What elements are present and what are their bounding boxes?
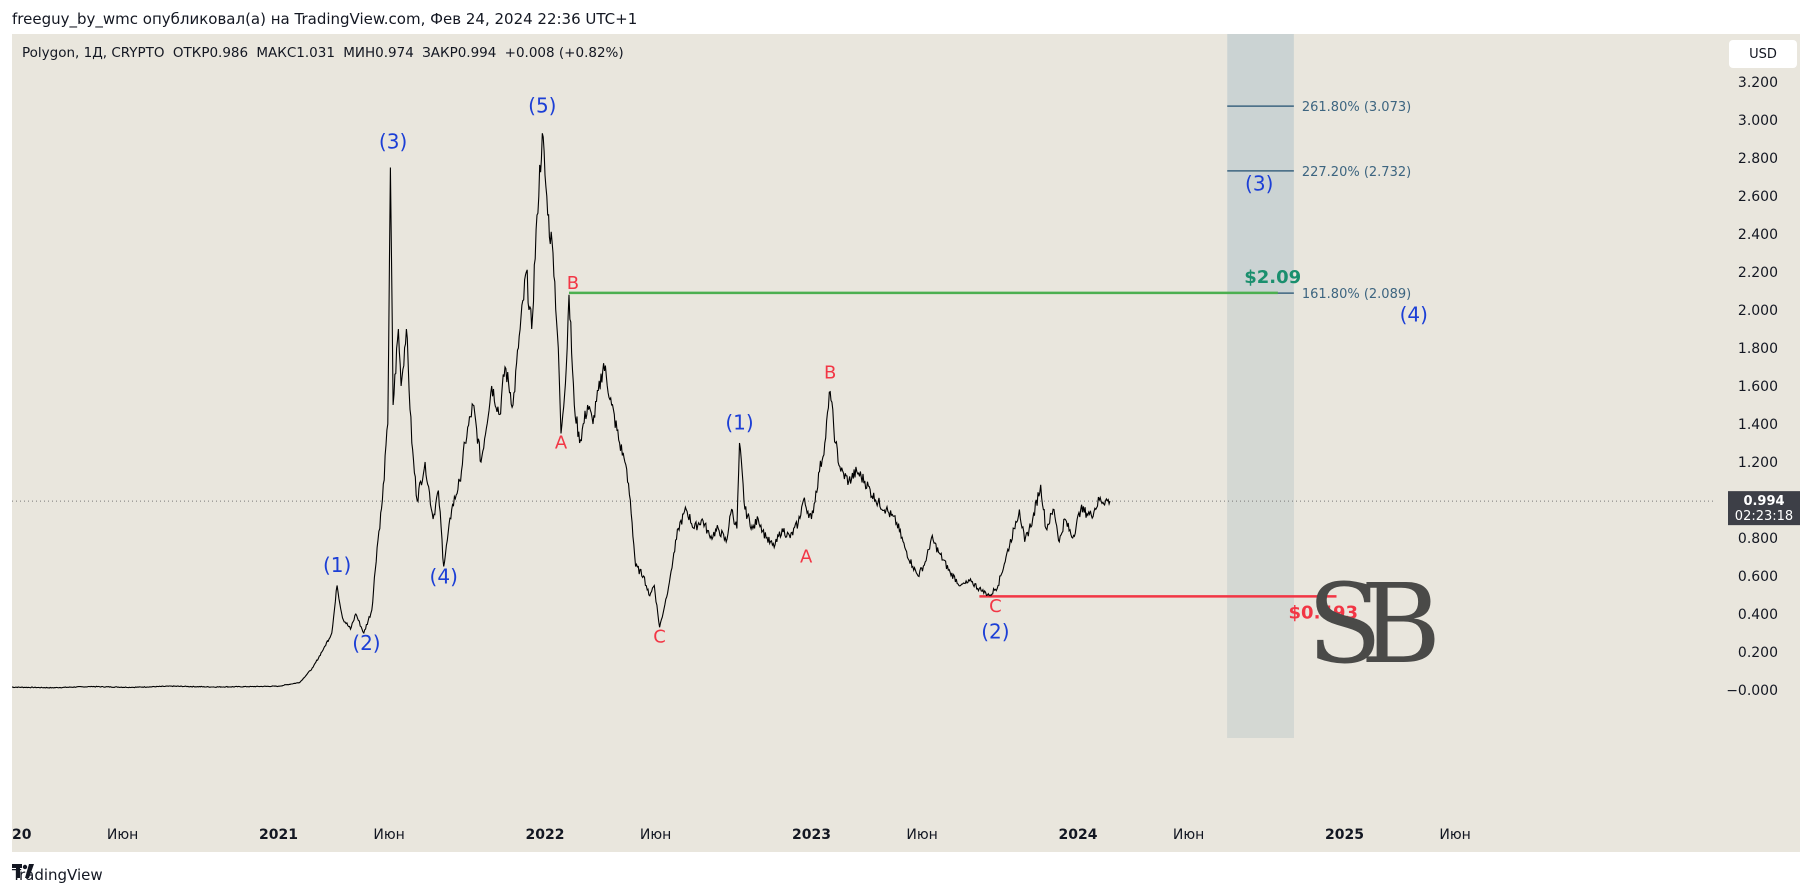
- fib-level-label: 227.20% (2.732): [1302, 165, 1411, 180]
- tradingview-logo-icon: [12, 864, 34, 878]
- footer: TradingView: [12, 864, 103, 886]
- wave-label: (1): [725, 411, 753, 435]
- level-label-red: $0.493: [1289, 602, 1358, 623]
- currency-button[interactable]: USD: [1729, 40, 1797, 68]
- legend-change: +0.008 (+0.82%): [504, 45, 624, 61]
- legend-high: МАКС1.031: [256, 45, 335, 61]
- y-tick-label: 1.800: [1738, 341, 1778, 357]
- x-tick-label: 2021: [259, 827, 298, 843]
- level-label-green: $2.09: [1244, 267, 1301, 288]
- wave-label: B: [567, 273, 579, 294]
- fib-level-label: 161.80% (2.089): [1302, 287, 1411, 302]
- wave-label: B: [824, 362, 836, 383]
- legend-open: ОТКР0.986: [172, 45, 249, 61]
- wave-label: (4): [1400, 302, 1428, 326]
- y-tick-label: 2.000: [1738, 303, 1778, 319]
- y-tick-label: 2.200: [1738, 265, 1778, 281]
- y-tick-label: 0.200: [1738, 645, 1778, 661]
- price-line: [12, 133, 1111, 689]
- y-tick-label: 3.000: [1738, 113, 1778, 129]
- y-tick-label: 0.400: [1738, 607, 1778, 623]
- x-tick-label: Июн: [906, 827, 937, 843]
- wave-label: A: [800, 547, 813, 568]
- legend-low: МИН0.974: [343, 45, 414, 61]
- last-price-countdown: 02:23:18: [1735, 509, 1793, 524]
- x-tick-label: Июн: [373, 827, 404, 843]
- x-tick-label: Июн: [1173, 827, 1204, 843]
- wave-label: C: [989, 596, 1002, 617]
- x-tick-label: 2025: [1325, 827, 1364, 843]
- y-tick-label: 2.800: [1738, 151, 1778, 167]
- y-tick-label: 0.800: [1738, 531, 1778, 547]
- x-tick-label: Июн: [640, 827, 671, 843]
- watermark-logo: SB: [1307, 560, 1435, 688]
- y-tick-label: 2.400: [1738, 227, 1778, 243]
- y-tick-label: 0.600: [1738, 569, 1778, 585]
- footer-brand: TradingView: [12, 866, 103, 884]
- x-tick-label: 2023: [792, 827, 831, 843]
- symbol-legend: Polygon, 1Д, CRYPTO ОТКР0.986 МАКС1.031 …: [22, 45, 628, 61]
- price-chart[interactable]: 261.80% (3.073) 227.20% (2.732) 161.80% (2…: [12, 34, 1800, 852]
- x-tick-label: 20: [12, 827, 32, 843]
- wave-label: (1): [323, 553, 351, 577]
- fib-level-label: 261.80% (3.073): [1302, 100, 1411, 115]
- fib-target-zone-lower: [1227, 293, 1294, 738]
- y-tick-label: 3.200: [1738, 75, 1778, 91]
- legend-close: ЗАКР0.994: [422, 45, 497, 61]
- chart-area[interactable]: 261.80% (3.073) 227.20% (2.732) 161.80% (2…: [12, 34, 1800, 852]
- legend-symbol: Polygon, 1Д, CRYPTO: [22, 45, 165, 61]
- y-tick-label: 2.600: [1738, 189, 1778, 205]
- wave-label: C: [653, 627, 666, 648]
- y-tick-label: 1.200: [1738, 455, 1778, 471]
- x-tick-label: Июн: [1439, 827, 1470, 843]
- wave-label: A: [555, 433, 568, 454]
- publisher-header: freeguy_by_wmc опубликовал(а) на Trading…: [12, 10, 638, 28]
- last-price-value: 0.994: [1743, 494, 1784, 509]
- y-tick-label: 1.400: [1738, 417, 1778, 433]
- x-tick-label: Июн: [107, 827, 138, 843]
- y-tick-label: −0.000: [1726, 683, 1778, 699]
- wave-label: (2): [352, 631, 380, 655]
- wave-label: (4): [430, 565, 458, 589]
- wave-label: (5): [528, 93, 556, 117]
- wave-label: (3): [1245, 171, 1273, 195]
- y-tick-label: 1.600: [1738, 379, 1778, 395]
- x-tick-label: 2022: [526, 827, 565, 843]
- x-tick-label: 2024: [1059, 827, 1098, 843]
- wave-label: (2): [981, 620, 1009, 644]
- wave-label: (3): [379, 130, 407, 154]
- last-price-tag: [1728, 491, 1800, 526]
